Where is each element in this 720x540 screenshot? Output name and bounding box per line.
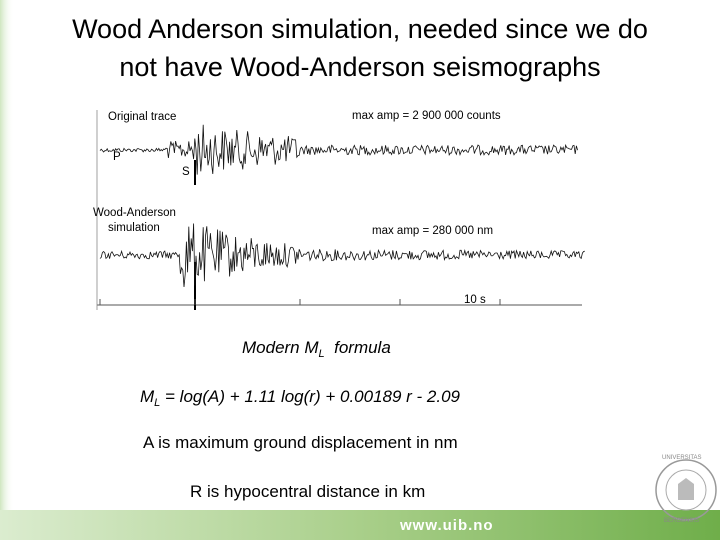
side-band	[0, 0, 14, 540]
text: formula	[324, 338, 391, 357]
footer-url: www.uib.no	[400, 517, 494, 534]
text: M	[140, 387, 155, 406]
title: not have Wood-Anderson seismographs	[119, 52, 601, 82]
formula: ML = log(A) + 1.11 log(r) + 0.00189 r - …	[140, 387, 460, 409]
phase-label: S	[182, 166, 190, 178]
logo-text: BERGENSIS	[664, 518, 700, 524]
max-amp: max amp = 280 000 nm	[372, 225, 494, 237]
trace-label: Wood-Anderson	[93, 207, 176, 219]
title: Wood Anderson simulation, needed since w…	[72, 14, 648, 44]
text-line: R is hypocentral distance in km	[190, 482, 426, 501]
footer-bar	[0, 510, 720, 540]
phase-label: P	[113, 151, 121, 163]
logo	[655, 459, 717, 521]
trace-label: simulation	[108, 222, 160, 234]
heading: Modern ML formula	[242, 338, 391, 360]
trace	[99, 223, 585, 288]
trace-label: Original trace	[108, 111, 177, 123]
text: = log(A) + 1.11 log(r) + 0.00189 r - 2.0…	[160, 387, 461, 406]
trace	[99, 124, 578, 175]
logo-text: UNIVERSITAS	[662, 455, 702, 461]
scale-label: 10 s	[464, 294, 486, 306]
text-line: A is maximum ground displacement in nm	[143, 433, 458, 452]
subscript: L	[318, 348, 325, 360]
max-amp: max amp = 2 900 000 counts	[352, 110, 501, 122]
subscript: L	[154, 397, 161, 409]
logo	[665, 469, 707, 511]
logo	[678, 478, 694, 500]
text: Modern M	[242, 338, 319, 357]
